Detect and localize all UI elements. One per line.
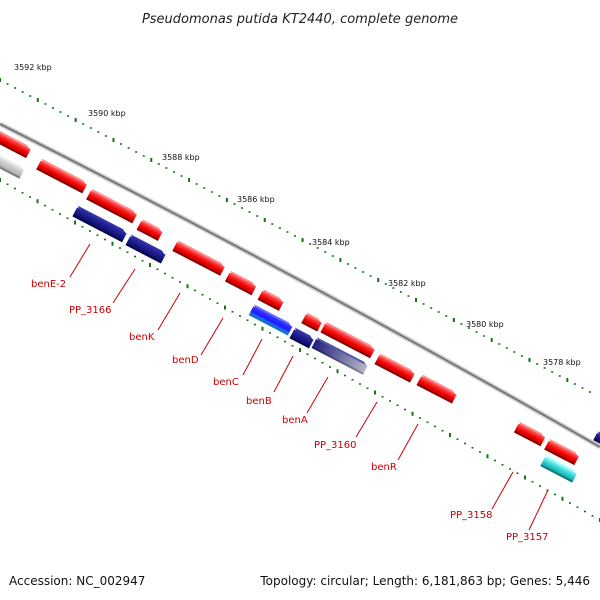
kbp-label: 3584 kbp: [312, 238, 350, 247]
forward-gene-block[interactable]: [513, 421, 546, 447]
kbp-label: 3592 kbp: [14, 63, 52, 72]
leader-line: [200, 317, 224, 356]
leader-lines: [69, 243, 549, 531]
forward-genes: [0, 129, 580, 466]
forward-gene-block[interactable]: [416, 374, 457, 404]
leader-line: [491, 471, 514, 510]
gene-label-PP_3160[interactable]: PP_3160: [314, 440, 357, 451]
reverse-genes: [0, 153, 600, 483]
genome-backbone: [0, 121, 600, 450]
forward-gene-block[interactable]: [172, 240, 225, 276]
forward-gene-block[interactable]: [36, 158, 88, 194]
forward-gene-block[interactable]: [320, 321, 375, 359]
reverse-gene-PP_3166[interactable]: [125, 234, 166, 264]
gene-labels: benE-2 PP_3166 benK benD benC benB benA …: [31, 279, 549, 543]
forward-gene-block[interactable]: [0, 129, 32, 159]
accession-text: Accession: NC_002947: [9, 574, 145, 588]
leader-line: [112, 268, 136, 304]
gene-label-benA[interactable]: benA: [282, 415, 308, 426]
reverse-gene-block[interactable]: [0, 153, 25, 179]
gene-label-benR[interactable]: benR: [371, 462, 397, 473]
forward-gene-block[interactable]: [257, 289, 285, 311]
gene-label-PP_3158[interactable]: PP_3158: [450, 510, 493, 521]
leader-line: [306, 376, 329, 414]
gene-label-benK[interactable]: benK: [129, 332, 155, 343]
kbp-label: 3578 kbp: [543, 358, 581, 367]
reverse-gene-benC[interactable]: [248, 304, 294, 336]
forward-gene-block[interactable]: [224, 270, 257, 296]
kbp-label: 3580 kbp: [466, 320, 504, 329]
reverse-gene-PP_3157[interactable]: [540, 455, 577, 483]
scale-track: [0, 78, 591, 393]
kbp-label: 3590 kbp: [88, 109, 126, 118]
map-title: Pseudomonas putida KT2440, complete geno…: [142, 12, 458, 27]
reverse-gene-benE-2[interactable]: [72, 205, 127, 243]
gene-label-benB[interactable]: benB: [246, 396, 272, 407]
leader-line: [69, 243, 91, 278]
leader-line: [157, 292, 181, 331]
forward-gene-block[interactable]: [301, 312, 323, 332]
kbp-label: 3586 kbp: [237, 195, 275, 204]
kbp-label: 3588 kbp: [162, 153, 200, 162]
forward-gene-block[interactable]: [86, 188, 138, 224]
gene-label-benC[interactable]: benC: [213, 377, 239, 388]
gene-label-benD[interactable]: benD: [172, 355, 199, 366]
gene-label-PP_3166[interactable]: PP_3166: [69, 305, 112, 316]
genome-backbone-core: [0, 123, 600, 448]
reverse-gene-benB[interactable]: [289, 327, 314, 349]
gene-label-PP_3157[interactable]: PP_3157: [506, 532, 549, 543]
leader-line: [242, 338, 263, 376]
forward-gene-block[interactable]: [136, 219, 164, 241]
reverse-gene-benA[interactable]: [311, 337, 369, 375]
leader-line: [528, 489, 549, 531]
leader-line: [273, 355, 294, 393]
kbp-labels: 3592 kbp 3590 kbp 3588 kbp 3586 kbp 3584…: [14, 63, 581, 367]
inner-track: [0, 178, 600, 522]
forward-gene-block[interactable]: [544, 438, 580, 466]
forward-gene-block[interactable]: [374, 353, 415, 383]
leader-line: [397, 423, 419, 461]
leader-line: [355, 401, 378, 438]
kbp-label: 3582 kbp: [388, 279, 426, 288]
genome-summary-text: Topology: circular; Length: 6,181,863 bp…: [259, 574, 590, 588]
gene-label-benE-2[interactable]: benE-2: [31, 279, 66, 290]
